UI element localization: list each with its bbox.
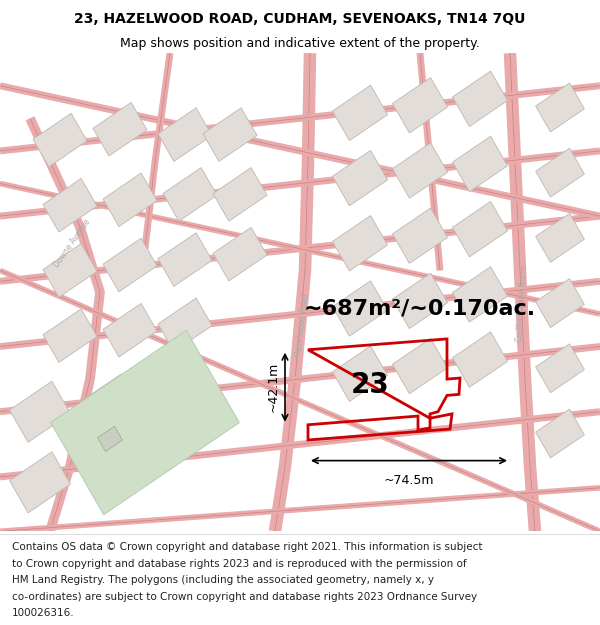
Polygon shape	[452, 267, 508, 322]
Polygon shape	[452, 71, 508, 126]
Polygon shape	[536, 344, 584, 392]
Polygon shape	[158, 108, 212, 161]
Text: co-ordinates) are subject to Crown copyright and database rights 2023 Ordnance S: co-ordinates) are subject to Crown copyr…	[12, 592, 477, 602]
Polygon shape	[392, 338, 448, 394]
Polygon shape	[158, 298, 212, 352]
Polygon shape	[98, 426, 122, 451]
Polygon shape	[148, 369, 202, 423]
Polygon shape	[536, 279, 584, 328]
Polygon shape	[332, 281, 388, 336]
Polygon shape	[33, 113, 87, 167]
Text: to Crown copyright and database rights 2023 and is reproduced with the permissio: to Crown copyright and database rights 2…	[12, 559, 467, 569]
Text: 100026316.: 100026316.	[12, 608, 74, 618]
Text: 23, HAZELWOOD ROAD, CUDHAM, SEVENOAKS, TN14 7QU: 23, HAZELWOOD ROAD, CUDHAM, SEVENOAKS, T…	[74, 12, 526, 26]
Polygon shape	[43, 309, 97, 362]
Polygon shape	[392, 78, 448, 133]
Polygon shape	[332, 216, 388, 271]
Text: Cudham Lane North: Cudham Lane North	[515, 264, 529, 342]
Text: Contains OS data © Crown copyright and database right 2021. This information is : Contains OS data © Crown copyright and d…	[12, 542, 482, 552]
Polygon shape	[43, 179, 97, 232]
Text: Map shows position and indicative extent of the property.: Map shows position and indicative extent…	[120, 38, 480, 50]
Polygon shape	[10, 381, 70, 442]
Polygon shape	[332, 346, 388, 401]
Polygon shape	[83, 445, 137, 498]
Polygon shape	[10, 452, 70, 513]
Text: Downe Avenue: Downe Avenue	[52, 217, 92, 269]
Polygon shape	[103, 173, 157, 227]
Text: ~74.5m: ~74.5m	[384, 474, 434, 487]
Polygon shape	[536, 83, 584, 132]
Polygon shape	[213, 228, 267, 281]
Polygon shape	[536, 213, 584, 262]
Polygon shape	[332, 85, 388, 141]
Polygon shape	[392, 142, 448, 198]
Polygon shape	[163, 168, 217, 221]
Polygon shape	[203, 108, 257, 161]
Text: 23: 23	[350, 371, 389, 399]
Polygon shape	[332, 151, 388, 206]
Polygon shape	[158, 232, 212, 286]
Polygon shape	[213, 168, 267, 221]
Polygon shape	[103, 238, 157, 292]
Text: Hazelwood Road: Hazelwood Road	[293, 292, 310, 357]
Polygon shape	[536, 148, 584, 197]
Polygon shape	[103, 304, 157, 357]
Text: ~42.1m: ~42.1m	[267, 362, 280, 413]
Polygon shape	[392, 208, 448, 263]
Text: ~687m²/~0.170ac.: ~687m²/~0.170ac.	[304, 299, 536, 319]
Polygon shape	[83, 374, 137, 428]
Polygon shape	[536, 409, 584, 458]
Polygon shape	[452, 136, 508, 192]
Polygon shape	[392, 273, 448, 329]
Polygon shape	[452, 201, 508, 257]
Polygon shape	[452, 332, 508, 388]
Polygon shape	[50, 331, 239, 515]
Polygon shape	[93, 102, 147, 156]
Text: HM Land Registry. The polygons (including the associated geometry, namely x, y: HM Land Registry. The polygons (includin…	[12, 575, 434, 585]
Polygon shape	[43, 244, 97, 298]
